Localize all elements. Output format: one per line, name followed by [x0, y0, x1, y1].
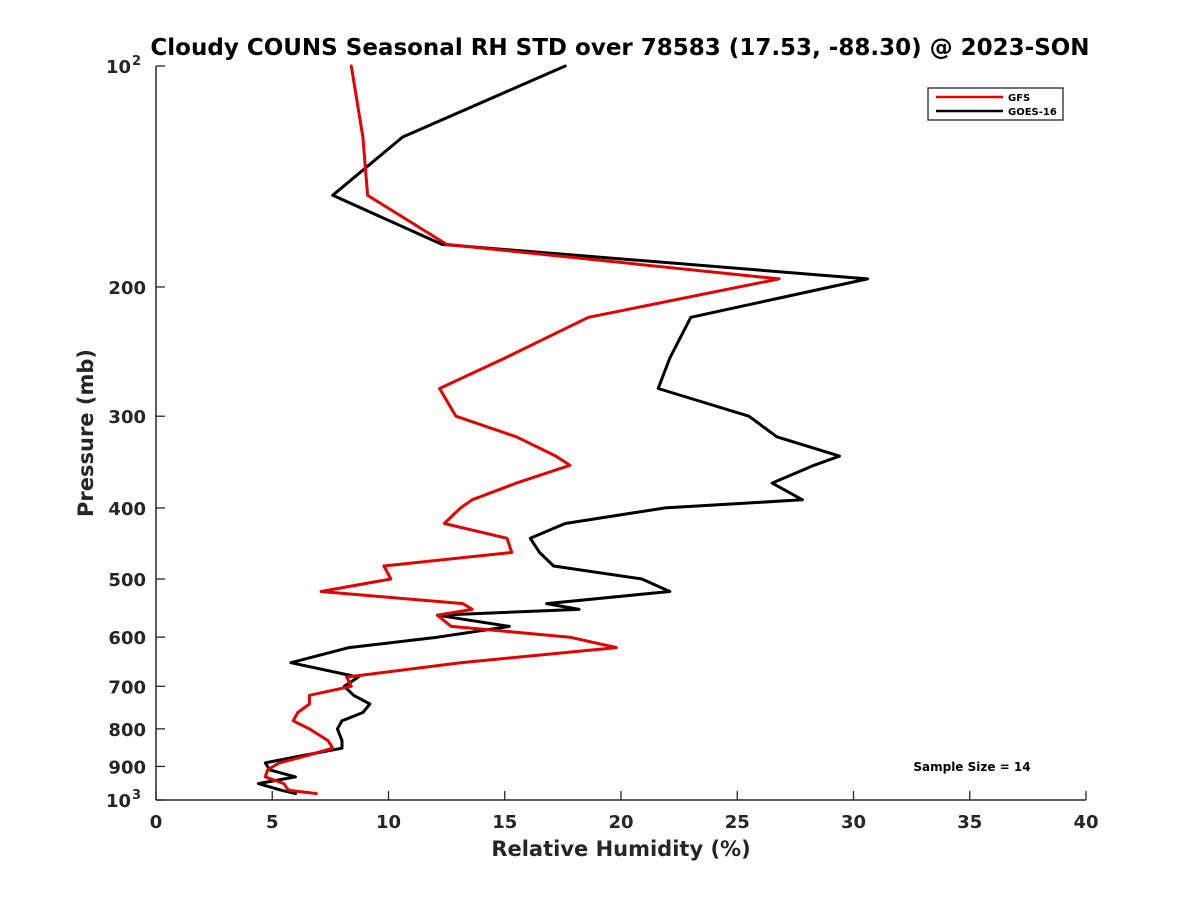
x-tick-label: 15 [492, 812, 517, 833]
x-tick-label: 0 [150, 812, 163, 833]
x-ticks: 0 5 10 15 20 25 30 35 40 [150, 791, 1099, 833]
legend-label-gfs: GFS [1008, 93, 1030, 104]
x-tick-label: 35 [957, 812, 982, 833]
y-tick-label-base: 10 [106, 57, 131, 78]
y-tick-label: 300 [108, 407, 146, 428]
x-tick-label: 25 [725, 812, 750, 833]
legend-label-goes-16: GOES-16 [1008, 107, 1057, 118]
y-tick-label: 600 [108, 628, 146, 649]
x-axis-label: Relative Humidity (%) [491, 837, 750, 861]
x-tick-label: 40 [1073, 812, 1098, 833]
legend: GFS GOES-16 [927, 87, 1064, 121]
x-tick-label: 10 [376, 812, 401, 833]
x-tick-label: 30 [841, 812, 866, 833]
chart-title: Cloudy COUNS Seasonal RH STD over 78583 … [150, 35, 1089, 61]
x-tick-label: 5 [266, 812, 279, 833]
y-tick-label: 900 [108, 757, 146, 778]
legend-box [927, 87, 1064, 121]
x-tick-label: 20 [608, 812, 633, 833]
y-tick-label: 200 [108, 278, 146, 299]
y-tick-label-exponent: 3 [132, 788, 141, 803]
sample-size-annotation: Sample Size = 14 [913, 760, 1030, 774]
series-line-gfs [263, 64, 781, 796]
y-tick-label: 700 [108, 677, 146, 698]
series-layer [256, 64, 869, 796]
y-tick-label: 400 [108, 499, 146, 520]
y-tick-label: 800 [108, 720, 146, 741]
y-tick-label-base: 10 [106, 791, 131, 812]
y-tick-label: 500 [108, 570, 146, 591]
y-tick-label-exponent: 2 [132, 54, 141, 69]
series-line-goes-16 [256, 64, 869, 796]
y-axis-label: Pressure (mb) [74, 349, 98, 517]
